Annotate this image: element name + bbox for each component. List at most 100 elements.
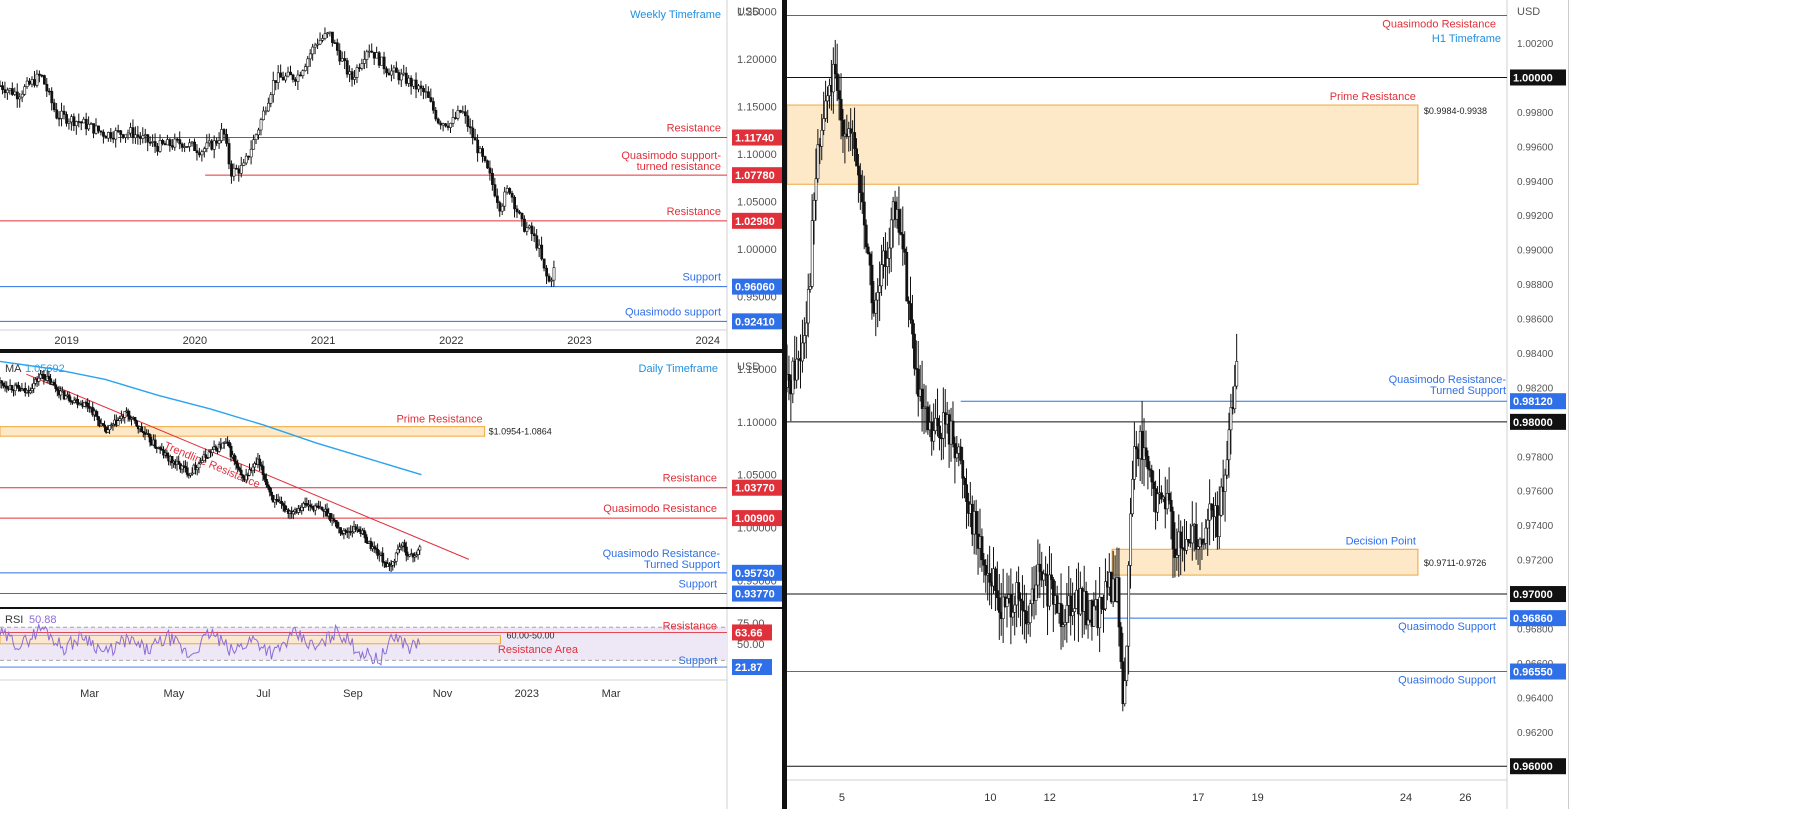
candle-body bbox=[938, 425, 941, 439]
candle-body bbox=[868, 253, 872, 266]
candle-body bbox=[214, 446, 218, 449]
price-tag: 1.11740 bbox=[735, 133, 774, 145]
candle-body bbox=[853, 132, 857, 149]
candle-body bbox=[239, 165, 243, 174]
candle-body bbox=[190, 141, 194, 144]
candle-body bbox=[1171, 511, 1175, 550]
candle-body bbox=[37, 377, 41, 382]
candle-body bbox=[291, 74, 295, 80]
zone-label: Prime Resistance bbox=[396, 414, 482, 426]
candle-body bbox=[134, 134, 137, 139]
prime-resistance-zone bbox=[0, 426, 486, 437]
timeframe-title: H1 Timeframe bbox=[1432, 33, 1501, 45]
daily-chart-panel[interactable]: USD 1.15000 1.10000 1.05000 1.00000 0.95000 Da… bbox=[0, 353, 782, 607]
rsi-line bbox=[0, 622, 421, 666]
candle-body bbox=[47, 90, 51, 93]
level-label: turned resistance bbox=[637, 161, 721, 173]
candle-body bbox=[210, 140, 214, 150]
candle-body bbox=[1229, 407, 1233, 431]
candle-body bbox=[57, 117, 61, 120]
candle-body bbox=[207, 140, 211, 144]
candle-body bbox=[264, 110, 268, 113]
candle-body bbox=[107, 132, 110, 139]
candle-body bbox=[75, 121, 78, 127]
price-tag-bg bbox=[732, 659, 772, 676]
y-tick-label: 1.15000 bbox=[737, 364, 777, 376]
y-tick-label: 1.15000 bbox=[737, 102, 777, 114]
candle-body bbox=[271, 80, 275, 96]
candle-body bbox=[1084, 590, 1088, 626]
x-tick-label: 2019 bbox=[54, 335, 78, 347]
candle-body bbox=[961, 460, 965, 479]
price-tag: 1.02980 bbox=[735, 216, 775, 228]
candle-body bbox=[488, 167, 492, 174]
price-tag: 1.07780 bbox=[735, 170, 775, 182]
price-tag: 0.98120 bbox=[1513, 396, 1553, 408]
candle-body bbox=[862, 201, 866, 226]
candle-body bbox=[267, 103, 270, 112]
candle-body bbox=[96, 416, 100, 421]
y-tick-label: 1.25000 bbox=[737, 6, 777, 18]
y-tick-label: 0.95000 bbox=[737, 292, 777, 304]
candle-body bbox=[38, 73, 41, 76]
candle-body bbox=[398, 546, 402, 550]
candle-body bbox=[286, 71, 290, 77]
candle-body bbox=[801, 342, 804, 362]
candle-body bbox=[997, 597, 1001, 613]
y-tick-label: 0.99800 bbox=[1517, 108, 1554, 119]
candle-body bbox=[810, 220, 814, 287]
y-tick-label: 0.96200 bbox=[1517, 728, 1554, 739]
candle-body bbox=[168, 139, 172, 147]
candle-body bbox=[200, 151, 204, 156]
candle-body bbox=[50, 90, 54, 104]
candle-body bbox=[370, 50, 374, 53]
candle-body bbox=[77, 121, 81, 123]
candle-body bbox=[920, 388, 924, 409]
candle-body bbox=[1017, 582, 1021, 600]
candle-body bbox=[8, 88, 12, 91]
zone-label: Decision Point bbox=[1346, 535, 1416, 547]
candle-body bbox=[294, 79, 297, 82]
candle-body bbox=[185, 146, 189, 148]
price-tag: 0.96550 bbox=[1513, 667, 1553, 679]
candle-body bbox=[527, 225, 531, 229]
h1-chart-panel[interactable]: USD 1.00200 0.99800 0.99600 0.99400 0.99200 0.… bbox=[787, 0, 1568, 809]
daily-chart[interactable]: USD1.150001.100001.050001.000000.95000Da… bbox=[0, 353, 782, 607]
candle-body bbox=[1001, 596, 1005, 619]
candle-body bbox=[10, 385, 14, 391]
x-tick-label: 2020 bbox=[183, 335, 207, 347]
rsi-panel[interactable]: 60.00-50.00 Resistance Area 75.00 50.00 Resi… bbox=[0, 609, 782, 681]
candle-body bbox=[195, 150, 199, 154]
candle-body bbox=[225, 134, 228, 144]
candle-body bbox=[350, 71, 354, 80]
candle-body bbox=[1160, 492, 1163, 500]
candle-body bbox=[1104, 581, 1107, 610]
candle-body bbox=[18, 96, 22, 100]
candle-body bbox=[955, 453, 959, 459]
candle-body bbox=[824, 100, 828, 119]
candle-body bbox=[1125, 645, 1129, 681]
candle-body bbox=[165, 452, 169, 457]
candle-body bbox=[1219, 486, 1223, 516]
candle-body bbox=[491, 172, 494, 185]
candle-body bbox=[503, 191, 507, 207]
candle-body bbox=[300, 506, 304, 511]
h1-chart[interactable]: USD 1.00200 0.99800 0.99600 0.99400 0.99200 0.… bbox=[787, 0, 1568, 809]
candle-body bbox=[1165, 493, 1169, 510]
candle-body bbox=[279, 72, 283, 78]
candle-body bbox=[372, 51, 376, 59]
candle-body bbox=[67, 121, 71, 124]
trendline bbox=[26, 373, 470, 560]
candle-body bbox=[376, 549, 380, 556]
x-tick-label: 12 bbox=[1044, 792, 1056, 804]
candle-body bbox=[525, 227, 529, 232]
x-tick-label: 5 bbox=[839, 792, 845, 804]
candle-body bbox=[1194, 524, 1198, 550]
candle-body bbox=[407, 77, 411, 84]
weekly-chart-panel[interactable]: USD 1.25000 1.20000 1.15000 1.10000 1.05000 1.… bbox=[0, 0, 782, 349]
candle-body bbox=[493, 184, 497, 197]
candle-body bbox=[1150, 469, 1154, 483]
candle-body bbox=[909, 303, 913, 321]
